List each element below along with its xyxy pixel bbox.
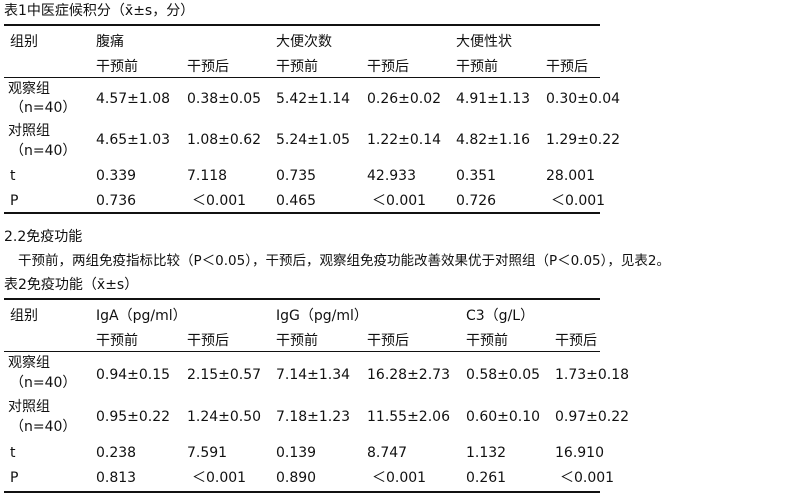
section-paragraph: 干预前，两组免疫指标比较（P＜0.05），干预后，观察组免疫功能改善效果优于对照…: [18, 253, 670, 269]
table1-row1-val5: 4.91±1.13: [456, 91, 531, 107]
table2-row1-val3: 7.14±1.34: [276, 367, 351, 383]
table1-header-group-1: 腹痛: [96, 34, 124, 50]
table2-row-p-val5: 0.261: [466, 470, 507, 486]
table2-row1-val4: 16.28±2.73: [367, 367, 450, 383]
table2-row2-group: 对照组: [8, 399, 50, 415]
table2-row-t-val3: 0.139: [276, 445, 317, 461]
table1-row-p-val3: 0.465: [276, 193, 317, 209]
table1-row-t-val4: 42.933: [367, 168, 416, 184]
table2-row-t-label: t: [10, 445, 16, 461]
table2-group-header: 组别: [10, 308, 38, 324]
table1-header-group-2: 大便次数: [276, 34, 332, 50]
table2-row2-val4: 11.55±2.06: [367, 409, 450, 425]
table2-row1-val2: 2.15±0.57: [187, 367, 262, 383]
table2-sub-header-2: 干预后: [187, 333, 229, 349]
table1-top-rule: [4, 24, 600, 26]
table1-row-p-val5: 0.726: [456, 193, 497, 209]
table1-sub-header-3: 干预前: [276, 59, 318, 75]
table1-row1-group: 观察组: [8, 81, 50, 97]
table1-sub-header-1: 干预前: [96, 59, 138, 75]
table1-row2-group: 对照组: [8, 123, 50, 139]
table2-sub-header-6: 干预后: [555, 333, 597, 349]
table1-row2-val1: 4.65±1.03: [96, 132, 171, 148]
table1-row1-n: （n=40）: [10, 100, 77, 116]
table2-row2-val6: 0.97±0.22: [555, 409, 630, 425]
table2-sub-header-4: 干预后: [367, 333, 409, 349]
table2-row2-n: （n=40）: [10, 419, 77, 435]
table1-row1-val1: 4.57±1.08: [96, 91, 171, 107]
table1-row2-val6: 1.29±0.22: [546, 132, 621, 148]
table1-row-p-val4: ＜0.001: [372, 193, 427, 209]
table1-header-group-3: 大便性状: [456, 34, 512, 50]
table1-sub-header-4: 干预后: [367, 59, 409, 75]
table1-row2-val2: 1.08±0.62: [187, 132, 262, 148]
table2-row2-val1: 0.95±0.22: [96, 409, 171, 425]
table2-row2-val3: 7.18±1.23: [276, 409, 351, 425]
table2-row-t-val1: 0.238: [96, 445, 137, 461]
table1-row-t-val5: 0.351: [456, 168, 497, 184]
table2-row-p-val2: ＜0.001: [192, 470, 247, 486]
table1-row-t-val6: 28.001: [546, 168, 595, 184]
table1-row-t-val1: 0.339: [96, 168, 137, 184]
table1-row-t-label: t: [10, 168, 16, 184]
table1-row1-val2: 0.38±0.05: [187, 91, 262, 107]
table2-caption: 表2免疫功能（x̄±s）: [4, 277, 139, 293]
table2-row-t-val2: 7.591: [187, 445, 228, 461]
table1-row2-val5: 4.82±1.16: [456, 132, 531, 148]
table2: 组别 IgA（pg/ml） IgG（pg/ml） C3（g/L） 干预前 干预后…: [4, 274, 629, 495]
table1-row-t-val3: 0.735: [276, 168, 317, 184]
table1-row-p-val6: ＜0.001: [551, 193, 606, 209]
table2-row2-val2: 1.24±0.50: [187, 409, 262, 425]
table1-caption: 表1中医症候积分（x̄±s，分）: [4, 3, 195, 19]
table2-sub-header-5: 干预前: [466, 333, 508, 349]
table2-header-group-3: C3（g/L）: [466, 308, 535, 324]
table2-row1-group: 观察组: [8, 355, 50, 371]
table1-group-header: 组别: [10, 34, 38, 50]
table2-row1-val5: 0.58±0.05: [466, 367, 541, 383]
table1-header-rule: [4, 77, 600, 78]
table1-sub-header-5: 干预前: [456, 59, 498, 75]
table2-row1-val1: 0.94±0.15: [96, 367, 171, 383]
table1-row2-n: （n=40）: [10, 143, 77, 159]
table2-row1-val6: 1.73±0.18: [555, 367, 630, 383]
table1: 组别 腹痛 大便次数 大便性状 干预前 干预后 干预前 干预后 干预前 干预后 …: [4, 0, 620, 215]
table1-sub-header-6: 干预后: [546, 59, 588, 75]
table1-row-p-val2: ＜0.001: [192, 193, 247, 209]
table2-bottom-rule: [4, 491, 600, 493]
table2-sub-header-3: 干预前: [276, 333, 318, 349]
table1-row2-val4: 1.22±0.14: [367, 132, 442, 148]
table2-row-p-label: P: [10, 470, 19, 486]
table2-row-p-val1: 0.813: [96, 470, 137, 486]
table1-sub-header-2: 干预后: [187, 59, 229, 75]
table2-top-rule: [4, 298, 600, 300]
table2-header-rule: [4, 351, 600, 352]
table2-row-p-val4: ＜0.001: [372, 470, 427, 486]
table2-row-t-val6: 16.910: [555, 445, 604, 461]
table2-row-p-val6: ＜0.001: [560, 470, 615, 486]
table2-row2-val5: 0.60±0.10: [466, 409, 541, 425]
table2-header-group-2: IgG（pg/ml）: [276, 308, 368, 324]
table2-row-p-val3: 0.890: [276, 470, 317, 486]
table1-row-t-val2: 7.118: [187, 168, 228, 184]
table1-row2-val3: 5.24±1.05: [276, 132, 351, 148]
table1-row1-val6: 0.30±0.04: [546, 91, 621, 107]
table1-bottom-rule: [4, 212, 600, 214]
table1-row-p-val1: 0.736: [96, 193, 137, 209]
table2-row-t-val5: 1.132: [466, 445, 507, 461]
table2-row1-n: （n=40）: [10, 375, 77, 391]
table2-row-t-val4: 8.747: [367, 445, 408, 461]
table1-row1-val4: 0.26±0.02: [367, 91, 442, 107]
table1-row-p-label: P: [10, 193, 19, 209]
section-heading: 2.2免疫功能: [4, 229, 83, 245]
table2-header-group-1: IgA（pg/ml）: [96, 308, 187, 324]
table2-sub-header-1: 干预前: [96, 333, 138, 349]
table1-row1-val3: 5.42±1.14: [276, 91, 351, 107]
